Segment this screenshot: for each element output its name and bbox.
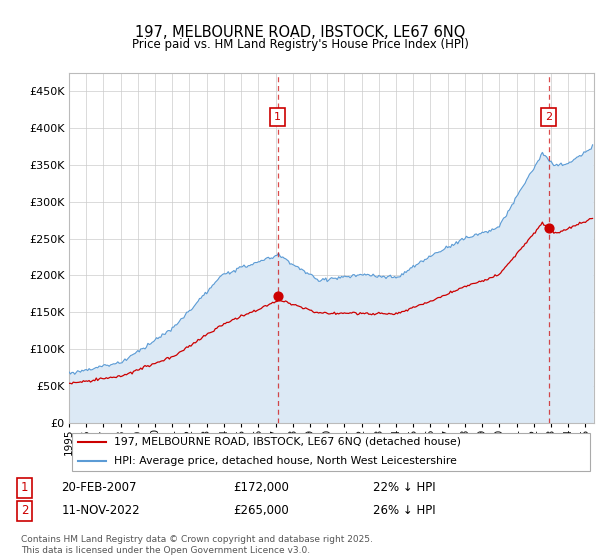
Point xyxy=(273,292,283,301)
Text: Contains HM Land Registry data © Crown copyright and database right 2025.
This d: Contains HM Land Registry data © Crown c… xyxy=(21,535,373,555)
Text: 11-NOV-2022: 11-NOV-2022 xyxy=(61,504,140,517)
Text: Price paid vs. HM Land Registry's House Price Index (HPI): Price paid vs. HM Land Registry's House … xyxy=(131,38,469,51)
Text: 22% ↓ HPI: 22% ↓ HPI xyxy=(373,482,436,494)
Text: £265,000: £265,000 xyxy=(233,504,289,517)
Text: 1: 1 xyxy=(21,482,28,494)
Text: 26% ↓ HPI: 26% ↓ HPI xyxy=(373,504,436,517)
Text: 20-FEB-2007: 20-FEB-2007 xyxy=(61,482,137,494)
Text: £172,000: £172,000 xyxy=(233,482,289,494)
Point xyxy=(544,223,554,232)
Text: 197, MELBOURNE ROAD, IBSTOCK, LE67 6NQ (detached house): 197, MELBOURNE ROAD, IBSTOCK, LE67 6NQ (… xyxy=(113,437,461,447)
Text: 197, MELBOURNE ROAD, IBSTOCK, LE67 6NQ: 197, MELBOURNE ROAD, IBSTOCK, LE67 6NQ xyxy=(135,25,465,40)
Text: 2: 2 xyxy=(545,112,552,122)
Text: 1: 1 xyxy=(274,112,281,122)
Text: HPI: Average price, detached house, North West Leicestershire: HPI: Average price, detached house, Nort… xyxy=(113,456,457,466)
Text: 2: 2 xyxy=(21,504,28,517)
FancyBboxPatch shape xyxy=(71,433,590,471)
